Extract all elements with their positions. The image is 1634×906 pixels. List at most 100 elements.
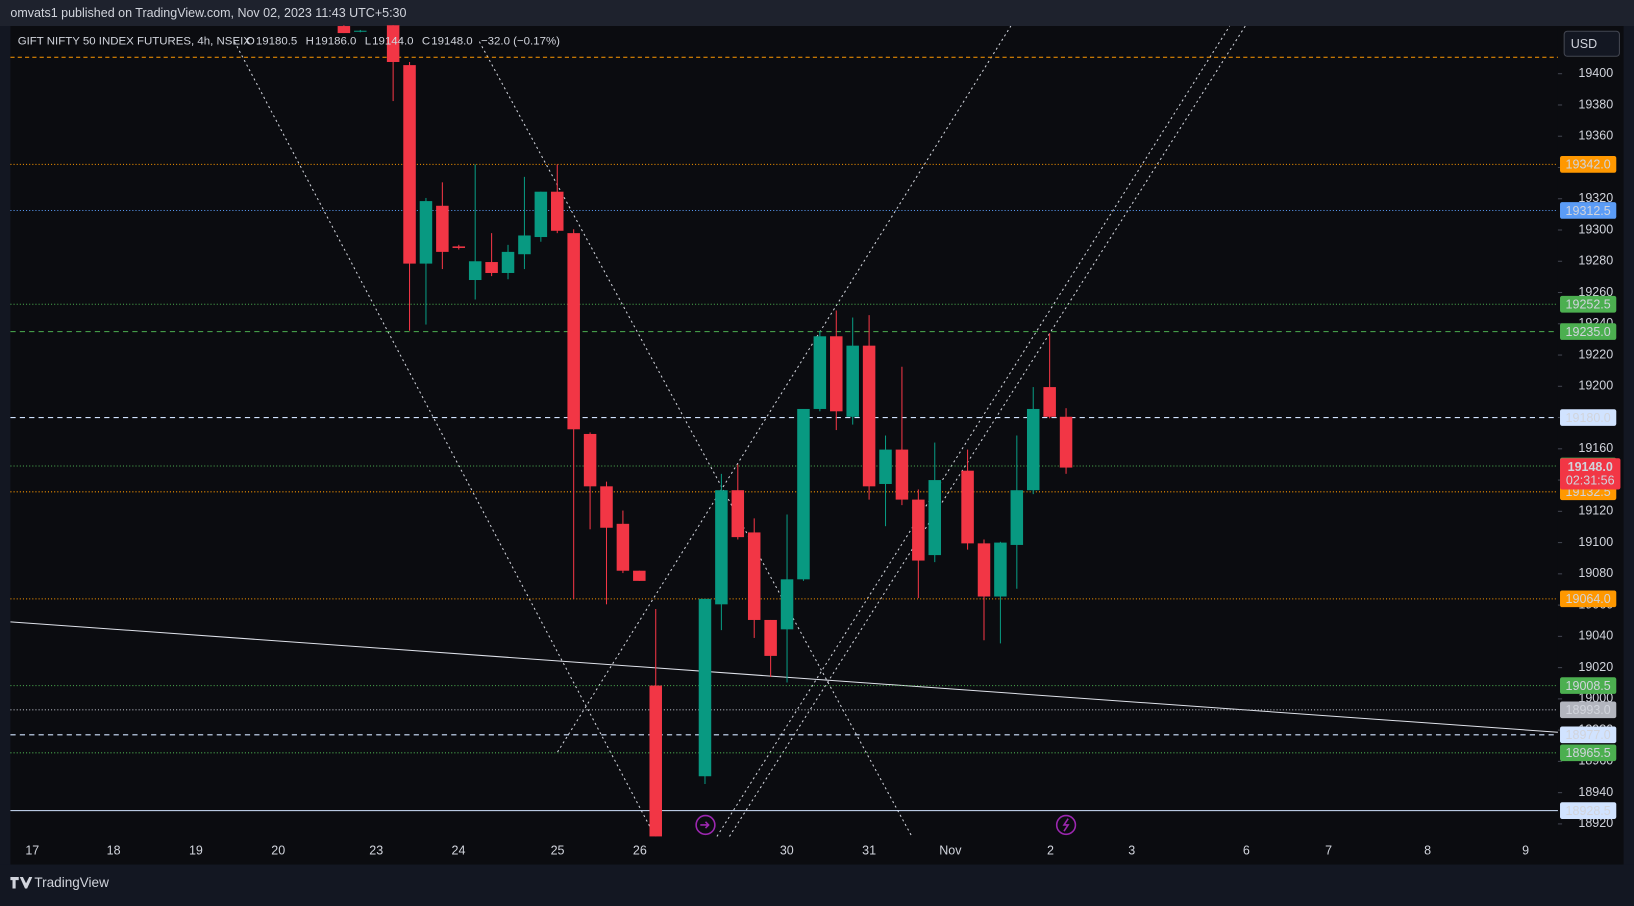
candle-body	[830, 336, 843, 412]
level-label: 18928.5	[1566, 804, 1611, 818]
x-tick-label: 7	[1325, 843, 1332, 857]
level-label-bg	[1560, 726, 1617, 744]
trendline	[10, 621, 1558, 733]
trendlines	[10, 25, 1558, 837]
candle-body	[485, 262, 498, 273]
event-icon[interactable]	[1055, 814, 1077, 836]
x-tick-label: 6	[1243, 843, 1250, 857]
x-tick-label: 20	[271, 843, 285, 857]
y-tick-label: 19020	[1578, 660, 1613, 674]
currency: USD	[1571, 37, 1597, 51]
currency-button[interactable]	[1563, 30, 1620, 57]
y-tick-label: 19320	[1578, 191, 1613, 205]
event-icon-glyph	[1062, 818, 1070, 832]
legend-value: 19148.0	[431, 36, 472, 48]
y-tick-label: 19380	[1578, 97, 1613, 111]
current-price: 19148.0	[1568, 460, 1613, 474]
candle-body	[567, 233, 580, 430]
candle-body	[994, 542, 1007, 597]
candle-body	[747, 532, 761, 620]
level-label-bg	[1560, 677, 1617, 694]
legend-key: L	[365, 36, 371, 48]
level-label-bg	[1560, 202, 1617, 219]
x-tick-label: 31	[862, 843, 876, 857]
candle-body	[633, 570, 646, 581]
legend-key: C	[422, 36, 430, 48]
bottom-bar	[0, 864, 1634, 901]
x-tick-label: Nov	[939, 843, 962, 857]
trendline	[234, 41, 654, 834]
trendline	[557, 25, 1012, 753]
candle-body	[846, 345, 859, 417]
candle-body	[419, 201, 433, 264]
legend-value: 19180.5	[256, 36, 297, 48]
level-label: 18993.0	[1566, 703, 1611, 717]
y-tick-label: 19300	[1578, 222, 1613, 236]
candle-body	[583, 433, 597, 487]
legend-change: −32.0 (−0.17%)	[481, 36, 560, 48]
level-label-bg	[1560, 409, 1617, 426]
candle-body	[1010, 490, 1024, 545]
y-tick-label: 19260	[1578, 285, 1613, 299]
legend-key: H	[306, 36, 314, 48]
candle-body	[551, 191, 564, 231]
time-axis	[10, 836, 1558, 865]
legend-value: 19144.0	[372, 36, 413, 48]
candle-body	[452, 246, 466, 248]
y-tick-label: 19080	[1578, 566, 1613, 580]
brand-logo	[10, 877, 33, 889]
current-price-bg	[1560, 458, 1621, 490]
candle-body	[337, 26, 351, 34]
y-tick-label: 19360	[1578, 129, 1613, 143]
candle-body	[764, 619, 777, 656]
trendline	[716, 25, 1231, 837]
candle-body	[354, 30, 367, 32]
candle-body	[731, 490, 745, 538]
candle-body	[518, 235, 531, 255]
level-label: 18977.0	[1566, 728, 1611, 742]
level-label: 19180.0	[1566, 411, 1611, 425]
x-tick-label: 24	[452, 843, 466, 857]
candle-body	[715, 490, 728, 605]
y-tick-label: 19120	[1578, 504, 1613, 518]
candle-body	[649, 685, 662, 837]
level-label-bg	[1560, 323, 1617, 340]
event-icon-glyph	[700, 821, 710, 829]
y-tick-label: 19400	[1578, 66, 1613, 80]
y-tick-label: 19220	[1578, 347, 1613, 361]
y-tick-label: 19100	[1578, 535, 1613, 549]
y-tick-label: 19280	[1578, 254, 1613, 268]
candle-body	[928, 480, 942, 556]
candle-body	[468, 261, 482, 281]
x-tick-label: 8	[1424, 843, 1431, 857]
candle-body	[977, 543, 991, 597]
candle-body	[895, 449, 909, 500]
candle-body	[403, 65, 416, 264]
event-icon[interactable]	[695, 814, 716, 836]
candle-body	[780, 579, 794, 630]
x-tick-label: 9	[1522, 843, 1529, 857]
candle-body	[436, 205, 449, 252]
candle-body	[1059, 416, 1073, 468]
candle-body	[698, 598, 712, 777]
countdown: 02:31:56	[1566, 473, 1615, 487]
trendline	[729, 25, 1246, 837]
level-label: 19312.5	[1566, 204, 1611, 218]
x-tick-label: 26	[633, 843, 647, 857]
candle-body	[501, 251, 515, 273]
level-label-bg	[1560, 701, 1617, 719]
level-label: 19008.5	[1566, 679, 1611, 693]
candle-body	[879, 449, 892, 484]
level-label: 19235.0	[1566, 325, 1611, 339]
y-tick-label: 18920	[1578, 816, 1613, 830]
level-label: 18965.5	[1566, 746, 1611, 760]
level-label: 19342.0	[1566, 158, 1611, 172]
candle-body	[1026, 408, 1040, 491]
symbol: GIFT NIFTY 50 INDEX FUTURES, 4h, NSEIX	[18, 36, 252, 48]
level-label-bg	[1560, 802, 1617, 819]
candle-body	[600, 486, 613, 528]
legend-key: O	[246, 36, 255, 48]
plot-area	[10, 26, 1558, 837]
top-bar	[0, 0, 1634, 27]
